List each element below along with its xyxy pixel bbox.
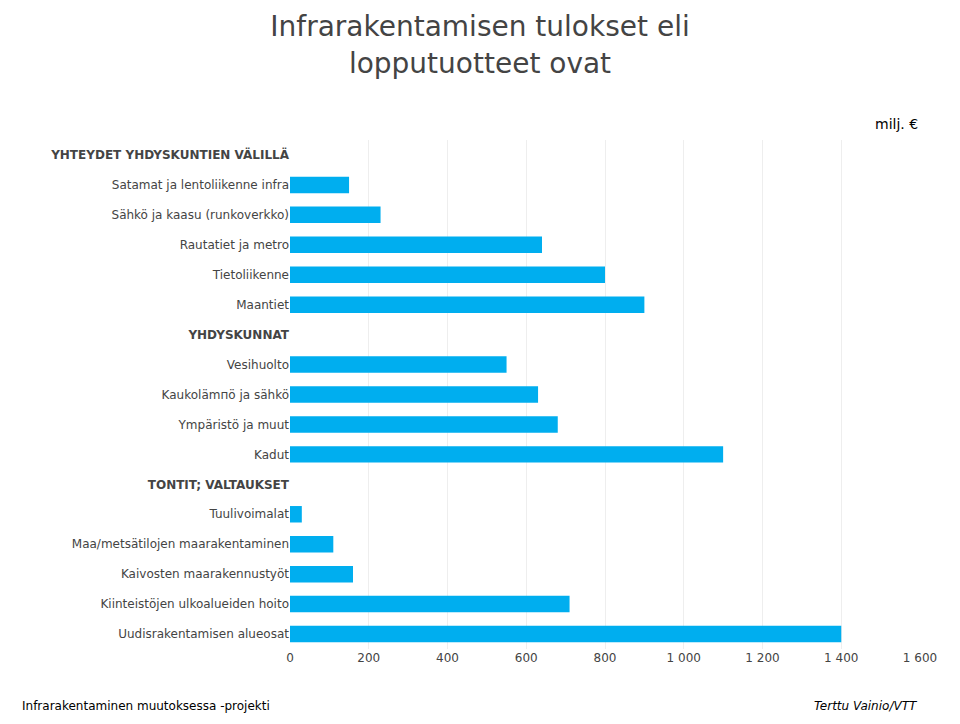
svg-text:Tietoliikenne: Tietoliikenne [212, 268, 289, 282]
svg-text:milj. €: milj. € [875, 116, 918, 132]
svg-text:1 400: 1 400 [824, 651, 858, 665]
svg-text:Satamat ja lentoliikenne infra: Satamat ja lentoliikenne infra [112, 178, 289, 192]
svg-text:Terttu Vainio/VTT: Terttu Vainio/VTT [814, 699, 918, 713]
svg-text:Maa/metsätilojen maarakentamin: Maa/metsätilojen maarakentaminen [72, 537, 289, 551]
svg-text:800: 800 [594, 651, 617, 665]
svg-text:TONTIT; VALTAUKSET: TONTIT; VALTAUKSET [148, 478, 290, 492]
svg-text:1 600: 1 600 [903, 651, 937, 665]
svg-text:Maantiet: Maantiet [236, 298, 289, 312]
svg-text:Rautatiet ja metro: Rautatiet ja metro [180, 238, 289, 252]
svg-text:Kiinteistöjen ulkoalueiden hoi: Kiinteistöjen ulkoalueiden hoito [100, 597, 289, 611]
svg-text:YHDYSKUNNAT: YHDYSKUNNAT [187, 328, 289, 342]
svg-text:600: 600 [515, 651, 538, 665]
svg-text:Uudisrakentamisen alueosat: Uudisrakentamisen alueosat [118, 627, 289, 641]
svg-text:400: 400 [436, 651, 459, 665]
svg-text:Vesihuolto: Vesihuolto [227, 358, 289, 372]
svg-text:1 000: 1 000 [667, 651, 701, 665]
svg-text:0: 0 [286, 651, 294, 665]
svg-text:YHTEYDET YHDYSKUNTIEN VÄLILLÄ: YHTEYDET YHDYSKUNTIEN VÄLILLÄ [50, 147, 290, 162]
svg-text:Tuulivoimalat: Tuulivoimalat [208, 507, 289, 521]
svg-text:Ympäristö ja muut: Ympäristö ja muut [178, 418, 290, 432]
svg-text:Kaukolämпö ja sähkö: Kaukolämпö ja sähkö [162, 388, 289, 402]
svg-text:Infrarakentaminen muutoksessa: Infrarakentaminen muutoksessa -projekti [22, 699, 270, 713]
svg-text:1 200: 1 200 [745, 651, 779, 665]
svg-text:Kadut: Kadut [254, 448, 289, 462]
svg-text:Sähkö ja kaasu (runkoverkko): Sähkö ja kaasu (runkoverkko) [112, 208, 289, 222]
svg-text:Infrarakentamisen tulokset eli: Infrarakentamisen tulokset elilopputuott… [270, 10, 689, 79]
svg-text:Kaivosten maarakennustyöt: Kaivosten maarakennustyöt [121, 567, 289, 581]
svg-text:200: 200 [357, 651, 380, 665]
